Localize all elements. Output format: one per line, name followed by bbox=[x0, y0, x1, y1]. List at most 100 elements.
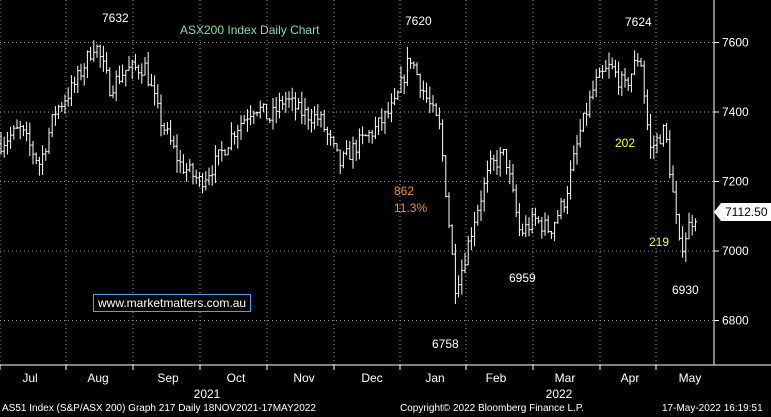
ohlc-bar bbox=[604, 60, 608, 72]
ohlc-bar bbox=[252, 110, 256, 124]
ohlc-bar bbox=[575, 134, 579, 165]
ohlc-bar bbox=[0, 132, 3, 155]
ohlc-bar bbox=[562, 198, 566, 213]
ohlc-bar bbox=[332, 135, 336, 148]
ohlc-bar bbox=[690, 214, 694, 236]
ohlc-bar bbox=[172, 135, 176, 149]
x-tick-label: Jan bbox=[425, 371, 444, 385]
ohlc-bar bbox=[31, 140, 35, 165]
ohlc-bar bbox=[265, 103, 269, 120]
ohlc-bar bbox=[159, 94, 163, 137]
ohlc-bar bbox=[402, 74, 406, 95]
ohlc-bar bbox=[73, 76, 77, 93]
ohlc-bar bbox=[268, 117, 272, 124]
ohlc-bar bbox=[63, 94, 67, 114]
ohlc-bar bbox=[12, 125, 16, 140]
ohlc-bar bbox=[639, 57, 643, 67]
ohlc-bar bbox=[437, 107, 441, 130]
ohlc-bar bbox=[645, 89, 649, 131]
ohlc-bar bbox=[229, 122, 233, 151]
x-year-label: 2022 bbox=[546, 387, 573, 401]
price-bars bbox=[0, 40, 697, 304]
ohlc-bar bbox=[117, 65, 121, 85]
y-tick-label: 7400 bbox=[722, 105, 749, 119]
ohlc-bar bbox=[325, 126, 329, 146]
ohlc-bar bbox=[642, 60, 646, 104]
ohlc-bar bbox=[137, 64, 141, 80]
ohlc-bar bbox=[389, 93, 393, 123]
ohlc-bar bbox=[457, 275, 461, 298]
footer-left: AS51 Index (S&P/ASX 200) Graph 217 Daily… bbox=[2, 403, 316, 414]
ohlc-bar bbox=[668, 130, 672, 179]
ohlc-bar bbox=[489, 150, 493, 174]
ohlc-bar bbox=[329, 130, 333, 146]
ohlc-bar bbox=[201, 172, 205, 194]
ohlc-bar bbox=[287, 91, 291, 108]
ohlc-bar bbox=[412, 61, 416, 69]
ohlc-bar bbox=[284, 92, 288, 113]
ohlc-bar bbox=[421, 80, 425, 100]
ohlc-bar bbox=[341, 151, 345, 169]
ohlc-bar bbox=[111, 85, 115, 99]
ohlc-bar bbox=[476, 204, 480, 226]
ohlc-bar bbox=[543, 212, 547, 236]
ohlc-bar bbox=[194, 169, 198, 184]
ohlc-bar bbox=[540, 216, 544, 239]
footer-right: 17-May-2022 16:19:51 bbox=[662, 403, 763, 414]
ohlc-bar bbox=[322, 109, 326, 132]
ohlc-bar bbox=[114, 70, 118, 102]
ohlc-bar bbox=[217, 149, 221, 166]
ohlc-bar bbox=[223, 148, 227, 156]
ohlc-bar bbox=[181, 154, 185, 174]
annotation-rise-points: 202 bbox=[615, 136, 635, 150]
ohlc-bar bbox=[623, 68, 627, 88]
ohlc-bar bbox=[553, 221, 557, 241]
ohlc-bar bbox=[242, 114, 246, 125]
ohlc-bar bbox=[380, 108, 384, 131]
ohlc-bar bbox=[431, 95, 435, 113]
ohlc-bar bbox=[37, 156, 41, 176]
ohlc-bar bbox=[524, 215, 528, 237]
ohlc-bar bbox=[655, 132, 659, 154]
x-axis-ticks: Jul Aug Sep Oct Nov Dec Jan Feb Mar Apr May 2021 202… bbox=[0, 365, 701, 401]
ohlc-bar bbox=[649, 113, 653, 159]
ohlc-bar bbox=[674, 180, 678, 224]
ohlc-bar bbox=[178, 150, 182, 174]
ohlc-bar bbox=[626, 77, 630, 91]
annotation-peak-1: 7632 bbox=[102, 11, 129, 25]
ohlc-bar bbox=[303, 97, 307, 125]
ohlc-bar bbox=[191, 162, 195, 185]
ohlc-bar bbox=[21, 125, 25, 137]
ohlc-bar bbox=[636, 53, 640, 67]
ohlc-bar bbox=[197, 172, 201, 187]
ohlc-bar bbox=[79, 63, 83, 81]
annotation-trough-2: 6959 bbox=[509, 271, 536, 285]
ohlc-bar bbox=[354, 139, 358, 161]
ohlc-bar bbox=[386, 101, 390, 119]
y-tick-label: 6800 bbox=[722, 314, 749, 328]
y-tick-label: 7200 bbox=[722, 175, 749, 189]
x-tick-label: Aug bbox=[87, 371, 108, 385]
ohlc-bar bbox=[501, 148, 505, 156]
ohlc-bar bbox=[245, 109, 249, 132]
ohlc-bar bbox=[466, 235, 470, 266]
annotation-peak-3: 7624 bbox=[625, 15, 652, 29]
ohlc-bar bbox=[405, 46, 409, 86]
ohlc-bar bbox=[479, 190, 483, 221]
ohlc-bar bbox=[258, 100, 262, 119]
chart-title: ASX200 Index Daily Chart bbox=[180, 23, 320, 37]
x-tick-label: Apr bbox=[621, 371, 640, 385]
ohlc-bar bbox=[47, 127, 51, 154]
ohlc-bar bbox=[124, 69, 128, 87]
ohlc-bar bbox=[105, 51, 109, 74]
ohlc-bar bbox=[572, 145, 576, 172]
ohlc-bar bbox=[313, 106, 317, 130]
ohlc-bar bbox=[127, 56, 131, 71]
annotation-trough-3: 6930 bbox=[672, 283, 699, 297]
ohlc-bar bbox=[297, 98, 301, 110]
x-tick-label: Oct bbox=[227, 371, 246, 385]
ohlc-bar bbox=[495, 150, 499, 175]
ohlc-bar bbox=[92, 40, 96, 62]
ohlc-bar bbox=[249, 105, 253, 126]
